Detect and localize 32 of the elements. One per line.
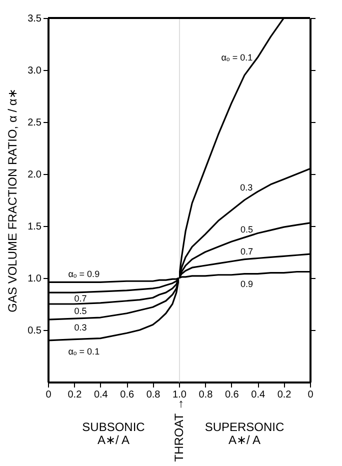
series-label: αₒ = 0.9 [68,269,100,280]
series-label: 0.3 [240,182,253,193]
x-tick-label: 0.4 [251,390,266,400]
y-tick-label: 2.5 [28,118,42,128]
text: SUPERSONIC A∗/ A [204,420,284,447]
series-label: 0.7 [74,294,87,304]
x-tick-label: 0.8 [198,390,214,400]
y-tick-label: 1.5 [28,222,42,232]
text: THROAT → [172,398,186,462]
series-label: 0.5 [240,224,254,234]
x-tick-label: 0 [46,390,52,400]
series-label: 0.3 [74,322,87,333]
series-label: 0.5 [74,306,87,316]
x-tick-label: 0.2 [68,390,82,400]
x-tick-label: 1.0 [172,390,187,400]
y-axis-title: GAS VOLUME FRACTION RATIO, α / α∗ [6,88,20,312]
y-tick-label: 2.0 [28,170,42,180]
y-tick-label: 3.5 [28,14,42,24]
y-tick-label: 3.0 [28,66,42,76]
text: SUBSONIC A∗/ A [82,420,146,447]
series-label: αₒ = 0.1 [68,346,100,356]
x-tick-label: 0.2 [277,390,292,400]
x-tick-label: 0.6 [120,390,134,400]
x-tick-label: 0 [308,390,314,400]
x-tick-label: 0.6 [224,390,240,400]
series-label: αₒ = 0.1 [221,52,253,63]
x-tick-label: 0.4 [94,390,108,400]
series-label: 0.9 [240,278,254,289]
x-tick-label: 0.8 [146,390,161,400]
y-tick-label: 1.0 [28,274,42,284]
y-tick-label: 0.5 [28,326,42,336]
series-label: 0.7 [240,246,254,256]
